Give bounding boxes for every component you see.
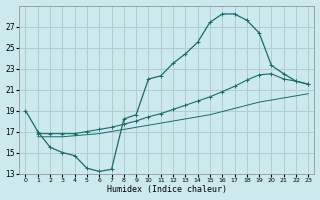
X-axis label: Humidex (Indice chaleur): Humidex (Indice chaleur) <box>107 185 227 194</box>
